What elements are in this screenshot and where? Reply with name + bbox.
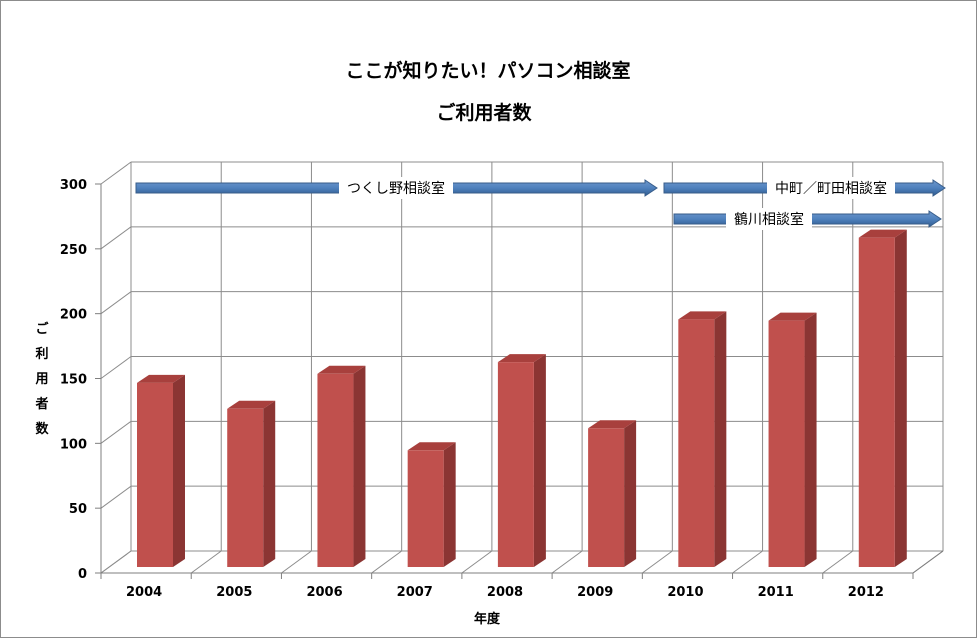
bar-top [678, 311, 727, 320]
arrow-label: 鶴川相談室 [734, 211, 804, 228]
bar-front [768, 320, 805, 567]
bar-top [768, 312, 817, 321]
bar-front [227, 408, 264, 567]
arrow-label: 中町／町田相談室 [775, 180, 887, 197]
bar-side [624, 420, 637, 567]
bar-front [497, 362, 534, 567]
arrow-label-bg [339, 177, 453, 199]
bar-side [173, 374, 185, 567]
bar [858, 229, 907, 567]
bar-front [137, 382, 173, 567]
y-axis-label-char: 者 [34, 396, 48, 412]
bar [678, 311, 727, 567]
x-tick-labels: 2004 2005 2006 2007 2008 2009 2010 2011 2012 [126, 585, 884, 600]
bar [317, 365, 366, 567]
bar [768, 312, 817, 567]
x-tick-label: 2004 [126, 585, 162, 600]
bar-top [407, 442, 456, 451]
x-axis-label: 年度 [474, 611, 501, 627]
y-tick-label: 50 [69, 502, 87, 517]
y-axis-label-char: 用 [34, 372, 48, 387]
bar-top [497, 354, 546, 363]
x-tick-label: 2009 [577, 585, 613, 600]
y-axis-label: ご利用者数 [34, 321, 49, 437]
bars [137, 229, 907, 567]
bar-front [678, 319, 715, 567]
x-tick-label: 2012 [848, 585, 884, 600]
arrow-label-bg [767, 177, 895, 199]
bar-side [353, 365, 366, 567]
bar-front [858, 237, 895, 567]
chart-subtitle: ご利用者数 [436, 101, 532, 124]
bar-top [858, 229, 907, 238]
bar-top [588, 420, 637, 429]
x-tick-label: 2006 [306, 585, 342, 600]
bar-side [894, 229, 907, 567]
y-axis-label-char: 利 [35, 346, 48, 362]
bar-side [804, 312, 817, 567]
bar-side [443, 442, 456, 567]
y-axis-label-char: 数 [35, 421, 49, 437]
y-tick-label: 200 [60, 308, 87, 323]
arrow-label: つくし野相談室 [347, 180, 445, 197]
bar-top [317, 365, 366, 374]
bar [588, 420, 637, 567]
bar [227, 400, 276, 567]
bar-side [714, 311, 727, 567]
bar [497, 354, 546, 567]
y-axis-label-char: ご [35, 321, 49, 337]
bar-side [263, 400, 276, 567]
y-tick-labels: 0 50 100 150 200 250 300 [60, 178, 87, 582]
x-tick-label: 2010 [667, 585, 703, 600]
y-tick-label: 100 [60, 437, 87, 452]
x-tick-label: 2005 [216, 585, 252, 600]
x-tick-label: 2008 [487, 585, 523, 600]
y-tick-label: 300 [60, 178, 87, 193]
bar-front [407, 450, 444, 567]
x-tick-label: 2011 [758, 585, 794, 600]
bar-side [533, 354, 546, 567]
bar [407, 442, 456, 567]
bar-front [588, 428, 625, 567]
y-tick-label: 250 [60, 243, 87, 258]
bar-front [317, 373, 354, 567]
bar-top [137, 374, 185, 383]
y-tick-label: 0 [78, 567, 87, 582]
period-arrow: 中町／町田相談室 [663, 177, 946, 199]
bar-top [227, 400, 276, 409]
axes [95, 183, 944, 579]
bar [137, 374, 185, 567]
arrow-label-bg [726, 208, 812, 230]
y-tick-label: 150 [60, 373, 87, 388]
chart-title: ここが知りたい！パソコン相談室 [345, 59, 630, 82]
period-arrow: 鶴川相談室 [673, 208, 942, 230]
period-arrow: つくし野相談室 [135, 177, 658, 199]
x-tick-label: 2007 [397, 585, 433, 600]
